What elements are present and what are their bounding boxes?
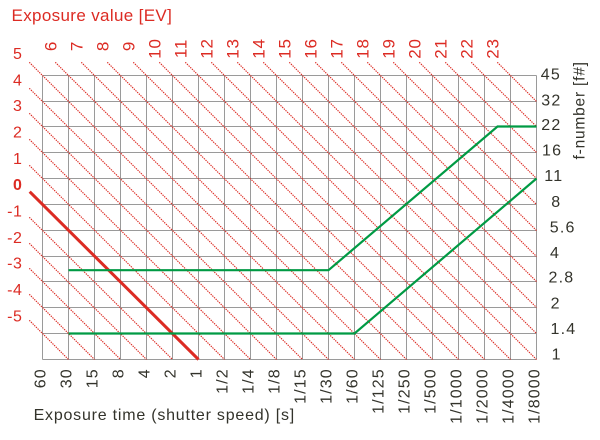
svg-text:1/8: 1/8 (266, 368, 283, 394)
svg-text:1/1000: 1/1000 (448, 368, 465, 424)
svg-text:10: 10 (145, 38, 164, 59)
svg-text:1/2000: 1/2000 (474, 368, 491, 424)
svg-text:2.8: 2.8 (549, 270, 575, 287)
svg-text:1: 1 (188, 368, 205, 378)
svg-text:60: 60 (32, 368, 49, 388)
svg-text:22: 22 (457, 38, 476, 59)
svg-text:Exposure time (shutter speed): Exposure time (shutter speed) [s] (34, 407, 295, 424)
svg-text:7: 7 (67, 41, 86, 51)
svg-text:18: 18 (353, 38, 372, 59)
svg-text:1/30: 1/30 (318, 368, 335, 404)
svg-text:f-number [f#]: f-number [f#] (572, 61, 589, 159)
svg-text:5.6: 5.6 (550, 220, 576, 237)
svg-text:1/125: 1/125 (370, 368, 387, 414)
svg-text:20: 20 (405, 38, 424, 59)
svg-text:1/8000: 1/8000 (526, 368, 543, 424)
svg-text:14: 14 (249, 38, 268, 59)
svg-text:-1: -1 (7, 204, 22, 221)
svg-text:8: 8 (110, 368, 127, 378)
svg-text:11: 11 (171, 39, 190, 58)
svg-text:1/4: 1/4 (240, 368, 257, 394)
svg-text:13: 13 (223, 38, 242, 59)
svg-text:15: 15 (275, 38, 294, 59)
svg-text:5: 5 (13, 46, 23, 63)
svg-text:23: 23 (483, 38, 502, 59)
svg-text:30: 30 (58, 368, 75, 388)
svg-text:2: 2 (13, 124, 23, 141)
svg-text:32: 32 (541, 92, 561, 109)
svg-text:Exposure value [EV]: Exposure value [EV] (12, 6, 173, 25)
svg-text:15: 15 (84, 368, 101, 388)
svg-text:1: 1 (13, 151, 23, 168)
svg-text:1/250: 1/250 (396, 368, 413, 414)
svg-text:1.4: 1.4 (551, 321, 577, 338)
svg-text:-3: -3 (7, 256, 22, 273)
svg-text:1: 1 (552, 347, 562, 364)
svg-text:16: 16 (542, 143, 562, 160)
svg-text:1/15: 1/15 (292, 368, 309, 404)
svg-text:6: 6 (41, 41, 60, 51)
svg-text:-5: -5 (7, 309, 22, 326)
svg-text:8: 8 (551, 194, 561, 211)
svg-text:2: 2 (551, 295, 561, 312)
svg-text:9: 9 (119, 41, 138, 51)
svg-text:1/60: 1/60 (344, 368, 361, 404)
svg-text:-4: -4 (7, 282, 22, 299)
svg-text:4: 4 (136, 368, 153, 378)
svg-text:1/500: 1/500 (422, 368, 439, 414)
svg-text:8: 8 (93, 41, 112, 51)
svg-text:-2: -2 (7, 230, 22, 247)
svg-text:0: 0 (13, 177, 23, 194)
svg-text:12: 12 (197, 38, 216, 59)
svg-text:16: 16 (301, 38, 320, 59)
svg-text:22: 22 (541, 117, 561, 134)
svg-text:3: 3 (13, 98, 23, 115)
svg-text:19: 19 (379, 38, 398, 59)
svg-text:4: 4 (550, 245, 560, 262)
svg-text:1/2: 1/2 (214, 368, 231, 394)
svg-text:11: 11 (544, 168, 563, 185)
svg-text:2: 2 (162, 368, 179, 378)
svg-text:21: 21 (431, 38, 450, 59)
svg-text:45: 45 (541, 67, 561, 84)
svg-text:1/4000: 1/4000 (500, 368, 517, 424)
svg-text:17: 17 (327, 38, 346, 59)
svg-text:4: 4 (13, 73, 23, 90)
